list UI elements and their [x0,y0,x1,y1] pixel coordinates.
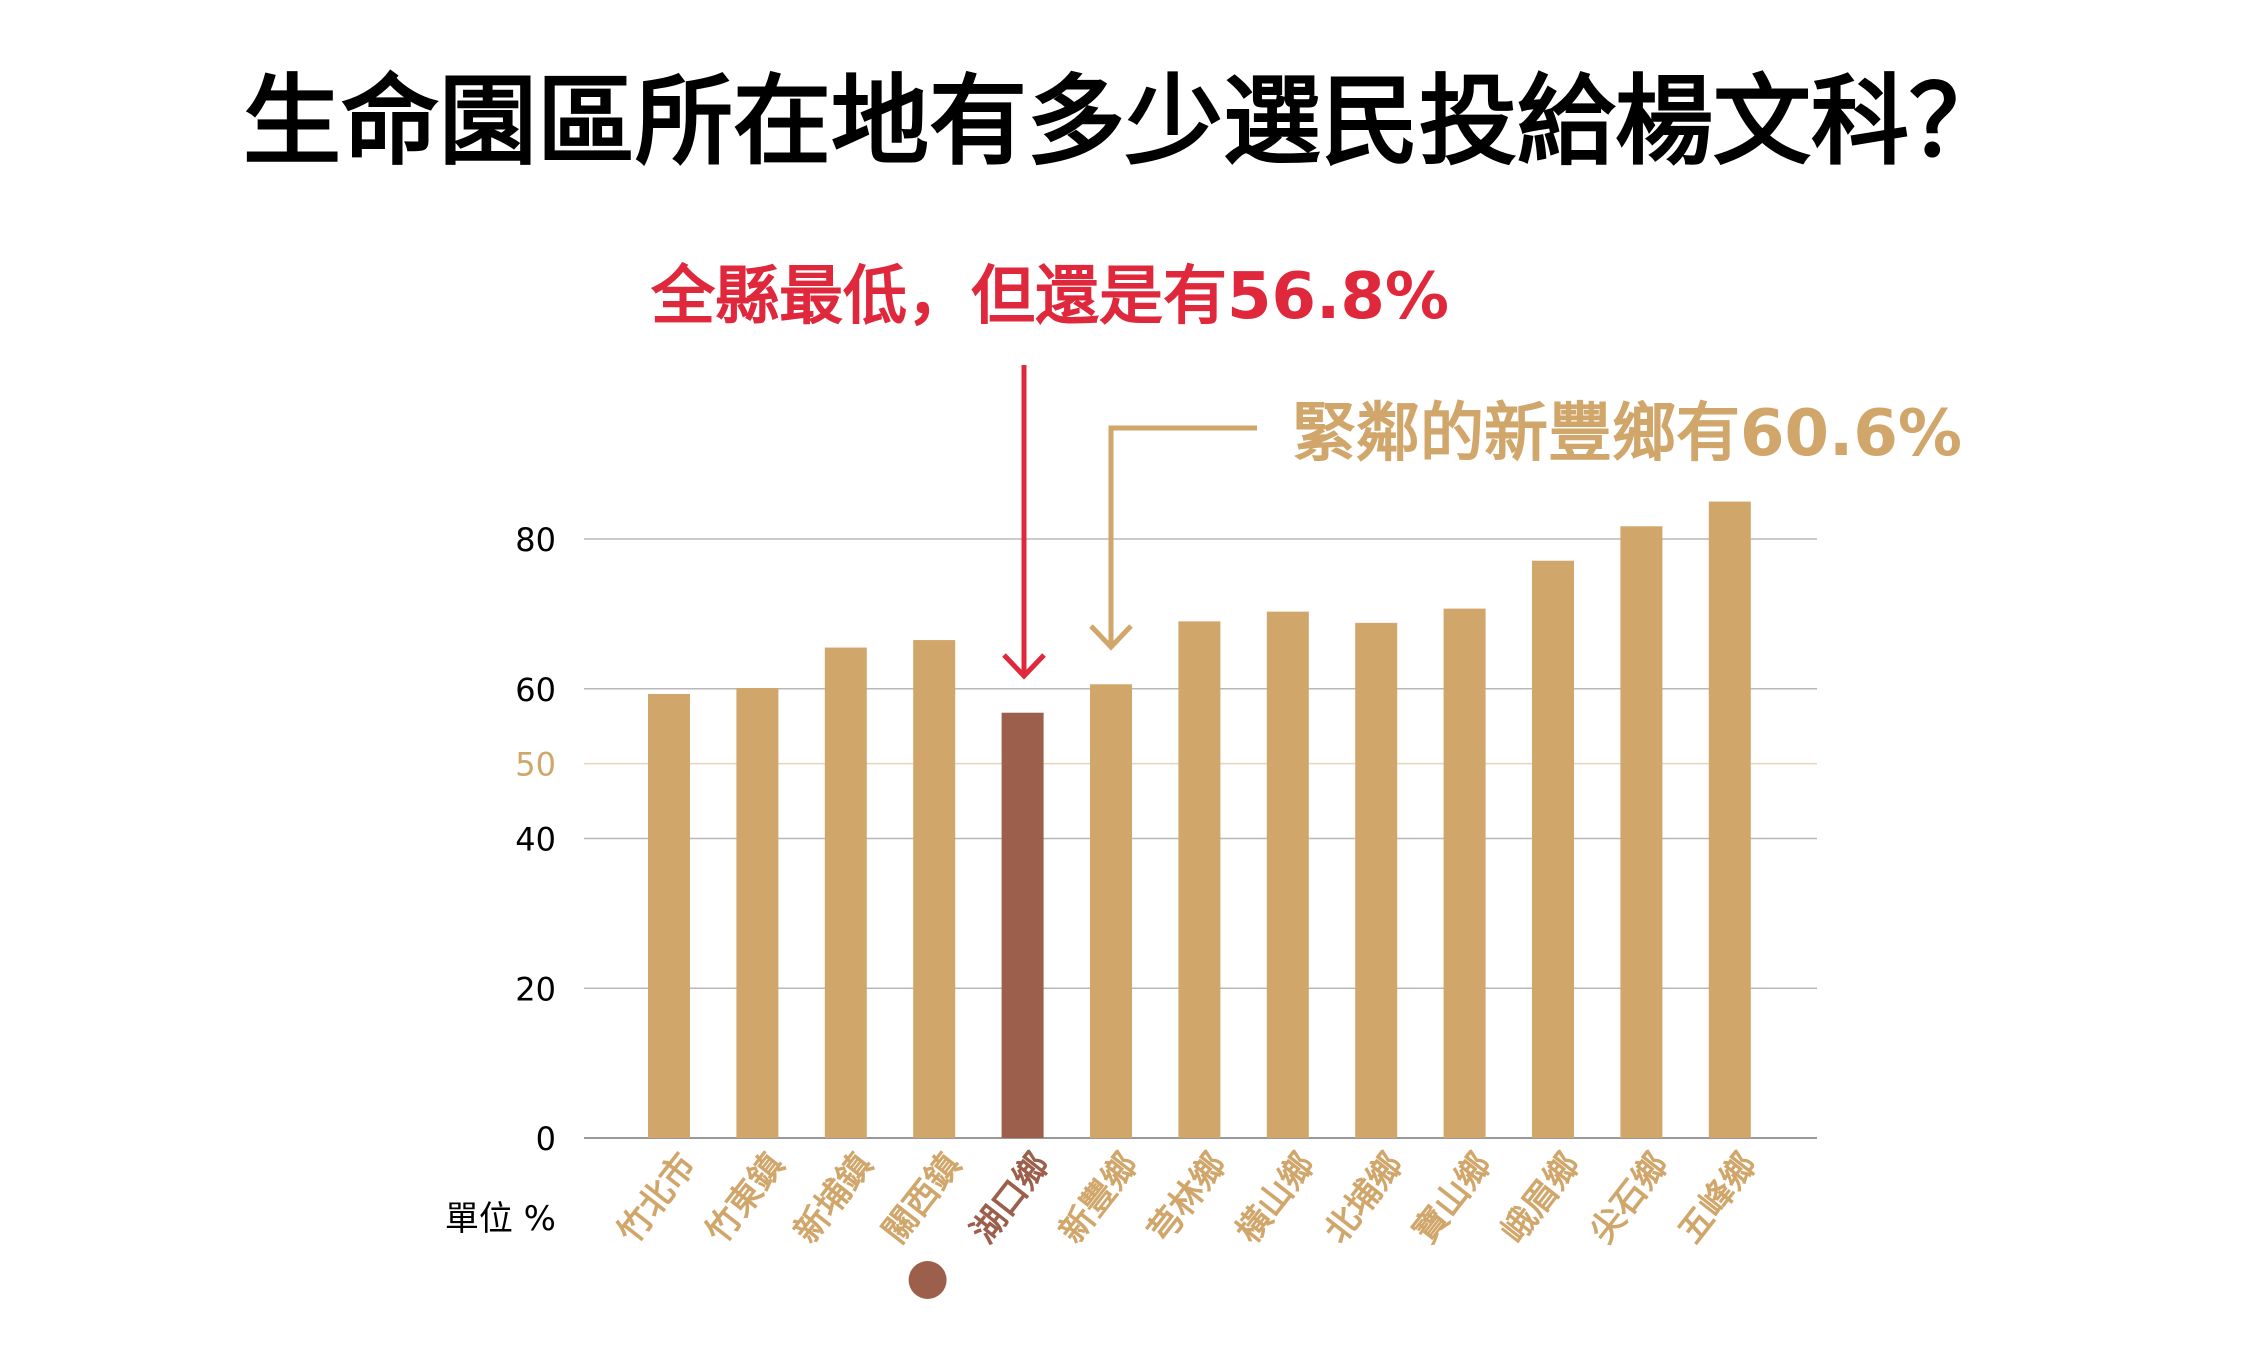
x-tick-label: 五峰鄉 [1671,1146,1765,1251]
x-tick-label: 新埔鎮 [787,1146,881,1251]
gold-arrow [1089,425,1257,651]
bar-新埔鎮 [824,647,867,1138]
bar-寶山鄉 [1443,608,1486,1138]
x-tick-label: 寶山鄉 [1405,1146,1499,1251]
y-tick-label: 50 [515,746,556,784]
bar-新豐鄉 [1090,684,1132,1138]
bar-橫山鄉 [1266,611,1309,1138]
annotation-xinfeng: 緊鄰的新豐鄉有60.6% [1292,397,1962,471]
bar-五峰鄉 [1708,501,1751,1138]
bar-湖口鄉 [1001,712,1044,1138]
x-tick-label: 芎林鄉 [1140,1146,1234,1251]
x-tick-label: 竹東鎮 [698,1146,792,1251]
y-tick-label: 20 [515,970,556,1008]
bar-北埔鄉 [1355,622,1398,1138]
bar-芎林鄉 [1178,621,1221,1138]
x-tick-label: 尖石鄉 [1582,1146,1676,1251]
x-tick-label: 關西鎮 [875,1146,969,1251]
x-tick-label: 新豐鄉 [1052,1146,1146,1251]
bar-竹北市 [648,693,690,1138]
bar-峨眉鄉 [1532,560,1574,1138]
x-tick-label: 湖口鄉 [963,1146,1057,1251]
x-tick-label: 橫山鄉 [1229,1146,1323,1251]
highlight-dot [908,1261,947,1299]
y-tick-label: 60 [515,671,556,709]
x-tick-label: 北埔鄉 [1317,1146,1411,1251]
bar-竹東鎮 [736,688,779,1138]
x-tick-label: 峨眉鄉 [1494,1146,1588,1251]
y-tick-label: 0 [536,1120,556,1158]
y-tick-label: 80 [515,521,556,559]
bar-尖石鄉 [1620,526,1663,1138]
chart-title: 生命園區所在地有多少選民投給楊文科？ [243,65,2007,179]
annotation-lowest: 全縣最低，但還是有56.8% [650,260,1449,334]
y-tick-label: 40 [515,821,556,859]
red-arrow [1002,365,1046,680]
unit-label: 單位 % [445,1199,556,1239]
bar-關西鎮 [913,640,956,1138]
x-tick-label: 竹北市 [610,1146,704,1251]
